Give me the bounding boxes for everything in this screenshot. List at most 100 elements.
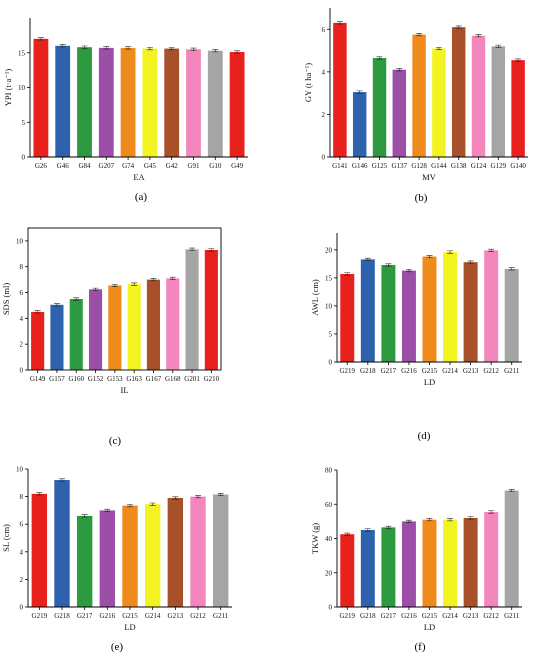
error-bar — [385, 263, 392, 267]
error-bar — [217, 493, 224, 497]
x-tick-label: G84 — [78, 162, 91, 170]
bar-G157 — [50, 304, 64, 370]
y-axis-label: AWL (cm) — [310, 279, 320, 316]
error-bar — [475, 34, 482, 38]
chart-panel-4: G219 G218 G217 G216 G215 G214 G213 G212 G211 0 5 10… — [310, 233, 522, 442]
x-tick-label: G218 — [54, 612, 70, 620]
error-bar — [385, 525, 392, 529]
error-bar — [104, 508, 111, 512]
x-tick-label: G212 — [483, 612, 499, 620]
y-tick-label: 0 — [22, 154, 26, 162]
x-tick-label: G128 — [411, 162, 427, 170]
bar-G214 — [443, 519, 458, 607]
x-tick-label: G42 — [166, 162, 179, 170]
x-axis-label: IL — [120, 385, 128, 395]
x-tick-label: G214 — [442, 367, 458, 375]
panel-caption: (b) — [415, 192, 428, 204]
x-tick-label: G211 — [504, 367, 520, 375]
x-tick-label: G45 — [144, 162, 157, 170]
error-bar — [405, 269, 412, 273]
error-bar — [488, 510, 495, 514]
y-tick-label: 15 — [18, 49, 26, 57]
error-bar — [36, 492, 43, 496]
error-bar — [426, 255, 433, 259]
x-tick-label: G167 — [146, 375, 162, 383]
y-tick-label: 8 — [20, 493, 24, 501]
x-tick-label: G10 — [209, 162, 222, 170]
y-tick-label: 0 — [322, 154, 326, 162]
x-tick-label: G217 — [77, 612, 93, 620]
x-tick-label: G124 — [471, 162, 487, 170]
bar-G168 — [166, 278, 180, 370]
x-tick-label: G211 — [213, 612, 229, 620]
y-tick-label: 6 — [20, 289, 24, 297]
error-bar — [234, 50, 241, 54]
bar-G163 — [127, 284, 141, 370]
error-bar — [92, 287, 99, 291]
bar-G215 — [422, 256, 437, 362]
error-bar — [59, 478, 65, 482]
bar-G49 — [229, 52, 245, 157]
bar-G219 — [31, 493, 48, 607]
y-tick-label: 80 — [325, 467, 333, 475]
panel-caption: (d) — [418, 430, 431, 442]
x-tick-label: G213 — [168, 612, 184, 620]
bar-G218 — [360, 529, 375, 607]
error-bar — [189, 247, 196, 251]
x-tick-label: G217 — [381, 367, 397, 375]
error-bar — [168, 47, 175, 51]
x-tick-label: G215 — [422, 367, 438, 375]
x-tick-label: G201 — [184, 375, 200, 383]
error-bar — [467, 516, 474, 520]
error-bar — [53, 303, 60, 307]
y-tick-label: 0 — [20, 604, 24, 612]
bar-G146 — [352, 92, 367, 157]
error-bar — [376, 56, 383, 60]
y-tick-label: 0 — [20, 367, 24, 375]
y-tick-label: 0 — [329, 604, 333, 612]
y-tick-label: 6 — [20, 521, 24, 529]
chart-panel-3: G149 G157 G160 G152 G153 G163 G167 G168 G201 G210… — [1, 227, 222, 447]
bar-G124 — [471, 35, 486, 157]
error-bar — [73, 297, 80, 301]
error-bar — [416, 33, 423, 37]
error-bar — [515, 58, 522, 62]
error-bar — [208, 248, 215, 252]
x-tick-label: G141 — [332, 162, 348, 170]
error-bar — [81, 514, 88, 518]
bar-G46 — [55, 45, 71, 157]
x-tick-label: G160 — [68, 375, 84, 383]
bar-G74 — [120, 47, 136, 158]
bar-G125 — [372, 58, 387, 158]
chart-panel-1: G26 G46 G84 G207 G74 G45 G42 G91 G10 G49 0 5 10 15 EA Y… — [3, 18, 248, 203]
x-tick-label: G218 — [360, 612, 376, 620]
error-bar — [169, 276, 176, 280]
x-tick-label: G218 — [360, 367, 376, 375]
y-axis-label: GY (t ha⁻¹) — [303, 63, 313, 102]
bar-G211 — [212, 494, 229, 607]
error-bar — [508, 267, 515, 271]
error-bar — [447, 250, 454, 254]
y-tick-label: 5 — [329, 330, 333, 338]
x-tick-label: G216 — [100, 612, 116, 620]
x-tick-label: G219 — [339, 612, 355, 620]
x-tick-label: G49 — [231, 162, 244, 170]
bar-G140 — [511, 60, 525, 157]
x-tick-label: G125 — [372, 162, 388, 170]
bar-G215 — [122, 505, 138, 607]
error-bar — [488, 248, 495, 252]
bar-G216 — [99, 510, 116, 607]
error-bar — [336, 21, 343, 25]
error-bar — [195, 495, 201, 499]
error-bar — [212, 49, 219, 53]
x-tick-label: G26 — [35, 162, 48, 170]
error-bar — [131, 282, 138, 286]
bar-G144 — [432, 48, 446, 157]
y-tick-label: 2 — [20, 341, 24, 349]
x-axis-label: LD — [424, 377, 435, 387]
y-tick-label: 4 — [20, 315, 24, 323]
bar-G10 — [207, 50, 223, 157]
x-tick-label: G214 — [145, 612, 161, 620]
y-tick-label: 4 — [322, 68, 326, 76]
x-tick-label: G146 — [352, 162, 368, 170]
